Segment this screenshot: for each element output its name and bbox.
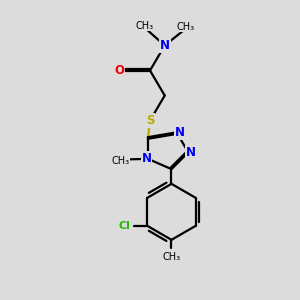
Text: CH₃: CH₃	[162, 252, 181, 262]
Text: CH₃: CH₃	[136, 21, 154, 31]
Text: N: N	[142, 152, 152, 165]
Text: S: S	[146, 114, 154, 127]
Text: N: N	[175, 126, 185, 139]
Text: CH₃: CH₃	[111, 156, 129, 166]
Text: O: O	[114, 64, 124, 77]
Text: Cl: Cl	[118, 221, 130, 231]
Text: N: N	[186, 146, 196, 159]
Text: N: N	[160, 39, 170, 52]
Text: CH₃: CH₃	[176, 22, 194, 32]
